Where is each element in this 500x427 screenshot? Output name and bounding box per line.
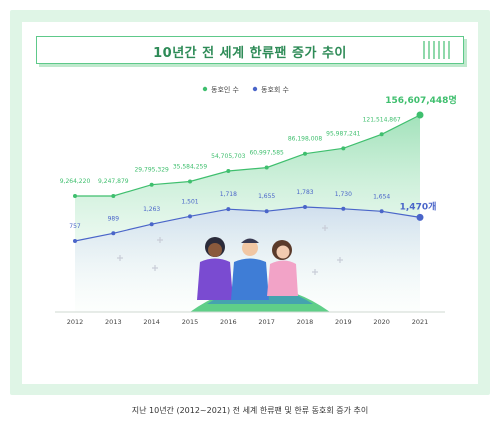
fans-data-label: 60,997,585 [249, 150, 284, 157]
clubs-data-label: 1,263 [143, 206, 160, 213]
x-tick-label: 2018 [297, 318, 314, 326]
fans-data-label: 156,607,448명 [385, 94, 456, 106]
fans-point [264, 165, 269, 170]
clubs-point [73, 239, 77, 243]
figure-caption: 지난 10년간 (2012~2021) 전 세계 한류팬 및 한류 동호회 증가… [131, 406, 369, 415]
fans-point [226, 169, 231, 174]
legend: 동호인 수 동호회 수 [202, 85, 290, 94]
fans-point [111, 194, 116, 199]
clubs-data-label: 1,718 [220, 191, 237, 198]
sparkle-icon [152, 265, 158, 271]
clubs-point [379, 209, 384, 214]
fans-point [73, 194, 77, 198]
clubs-data-label: 989 [108, 215, 120, 222]
legend-marker-fans [202, 86, 208, 92]
x-tick-label: 2021 [412, 318, 429, 326]
fans-data-label: 86,198,008 [288, 136, 323, 143]
clubs-data-label: 757 [69, 223, 81, 230]
clubs-point [111, 231, 116, 236]
title-box: 10년간 전 세계 한류팬 증가 추이 [36, 36, 464, 64]
fans-point [416, 111, 424, 119]
fans-point [149, 182, 154, 187]
clubs-point [226, 207, 231, 212]
person-left-icon [197, 237, 233, 300]
fans-point [188, 179, 192, 184]
clubs-data-label: 1,654 [373, 193, 390, 200]
x-tick-label: 2015 [182, 318, 199, 326]
clubs-data-label: 1,730 [335, 191, 352, 198]
x-tick-label: 2020 [373, 318, 390, 326]
clubs-data-label: 1,470개 [400, 200, 437, 212]
page-title: 10년간 전 세계 한류팬 증가 추이 [153, 46, 347, 61]
fans-data-label: 9,264,220 [60, 178, 91, 185]
legend-label-clubs: 동호회 수 [261, 86, 290, 94]
x-tick-label: 2012 [67, 318, 84, 326]
fans-point [303, 151, 307, 156]
fans-data-label: 35,584,259 [173, 164, 208, 171]
sparkle-icon [312, 269, 318, 275]
fans-data-label: 9,247,879 [98, 178, 129, 185]
fans-point [341, 146, 346, 151]
fans-data-label: 95,987,241 [326, 130, 361, 137]
sparkle-icon [322, 225, 328, 231]
fans-data-label: 121,514,867 [363, 116, 401, 123]
fans-line [75, 114, 421, 197]
sparkle-icon [337, 257, 343, 263]
sparkle-icon [157, 237, 163, 243]
clubs-point [149, 222, 154, 227]
x-axis: 2012 2013 2014 2015 2016 2017 2018 2019 2020 2021 [55, 311, 445, 326]
sparkle-icon [117, 255, 123, 261]
person-right-icon [267, 240, 298, 296]
clubs-point [341, 206, 346, 211]
people-globe-illustration [190, 237, 330, 312]
clubs-point [416, 213, 424, 221]
x-tick-label: 2016 [220, 318, 237, 326]
x-tick-label: 2019 [335, 318, 352, 326]
fans-point [379, 132, 384, 137]
clubs-data-label: 1,501 [181, 198, 198, 205]
clubs-point [264, 209, 269, 214]
clubs-line [74, 206, 421, 242]
x-tick-label: 2013 [105, 318, 122, 326]
fans-data-label: 29,795,329 [134, 167, 169, 174]
clubs-data-label: 1,783 [296, 189, 313, 196]
legend-label-fans: 동호인 수 [211, 85, 240, 94]
x-tick-label: 2017 [258, 318, 275, 326]
legend-marker-clubs [252, 86, 258, 92]
person-middle-icon [231, 238, 269, 300]
fans-data-label: 54,705,703 [211, 153, 246, 160]
clubs-data-label: 1,655 [258, 193, 275, 200]
title-stripes-decoration [423, 41, 453, 59]
clubs-point [188, 214, 192, 219]
sparkle-decorations [117, 225, 343, 275]
clubs-point [303, 205, 307, 209]
x-tick-label: 2014 [143, 318, 160, 326]
